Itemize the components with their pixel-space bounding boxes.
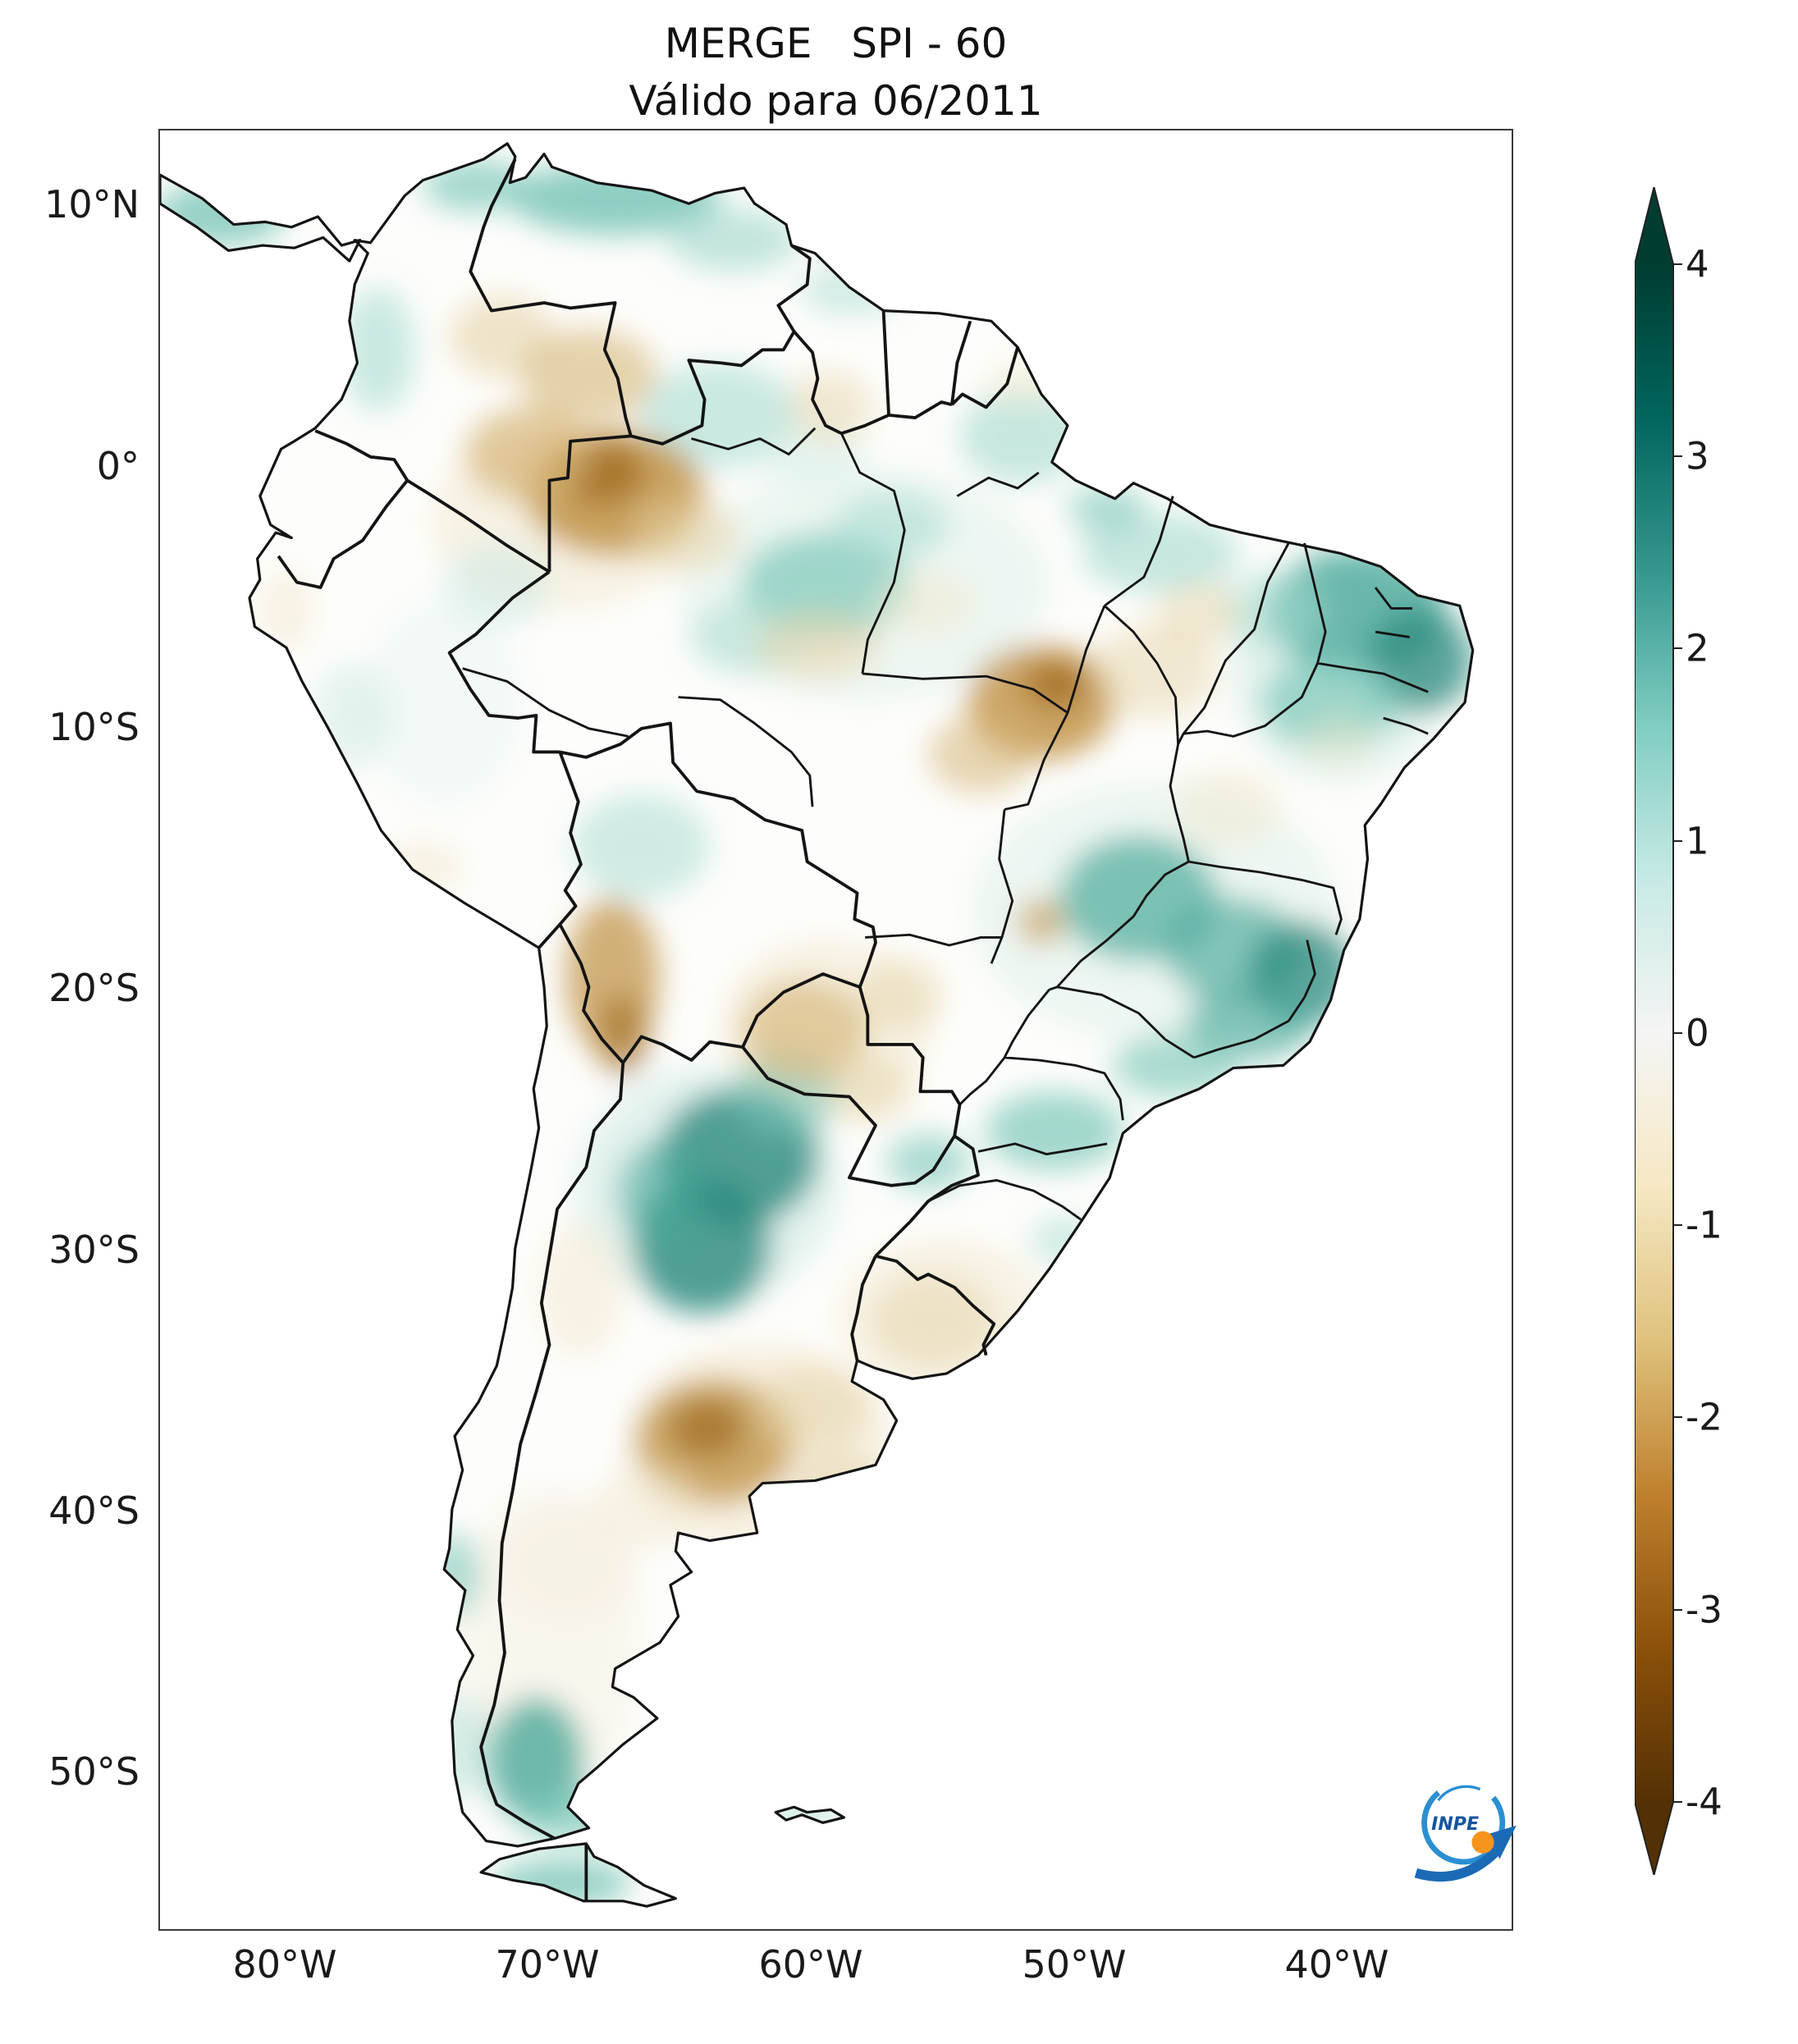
ytick-30s: 30°S [48,1228,140,1272]
colorbar-gradient-bar [1635,187,1674,1875]
inpe-logo-arrow [1414,1844,1503,1882]
xtick-40w: 40°W [1284,1942,1389,1987]
xtick-70w: 70°W [495,1942,600,1987]
cbtick-4: 4 [1686,242,1709,286]
cbtick-m1: -1 [1686,1203,1723,1247]
colorbar [1635,187,1682,1875]
country-borders [277,158,1019,1901]
xtick-50w: 50°W [1022,1942,1127,1987]
ytick-10s: 10°S [48,705,140,749]
state-borders [462,427,1429,1221]
inpe-logo-planet-dot [1471,1831,1494,1854]
cbtick-1: 1 [1686,819,1709,863]
spi-raster-field [160,159,1473,1907]
inpe-logo: INPE [1414,1781,1517,1882]
cbtick-0: 0 [1686,1011,1709,1055]
inpe-logo-arrowhead [1488,1825,1517,1859]
chart-title: MERGE SPI - 60 [664,20,1008,67]
ytick-40s: 40°S [48,1488,140,1533]
chart-subtitle: Válido para 06/2011 [629,77,1043,125]
south-america-map [160,130,1515,1932]
xtick-60w: 60°W [758,1942,863,1987]
ytick-20s: 20°S [48,966,140,1010]
cbtick-3: 3 [1686,434,1709,478]
colorbar-tick-marks [1673,263,1682,1803]
inpe-logo-text: INPE [1431,1813,1479,1835]
cbtick-m2: -2 [1686,1395,1723,1439]
ytick-10n: 10°N [44,182,140,226]
ytick-0: 0° [96,444,140,488]
cbtick-2: 2 [1686,626,1709,670]
inpe-logo-inner-arc [1437,1785,1481,1802]
ytick-50s: 50°S [48,1749,140,1794]
cbtick-m3: -3 [1686,1588,1723,1632]
cbtick-m4: -4 [1686,1780,1723,1824]
map-plot-area [158,129,1513,1931]
xtick-80w: 80°W [232,1942,337,1987]
